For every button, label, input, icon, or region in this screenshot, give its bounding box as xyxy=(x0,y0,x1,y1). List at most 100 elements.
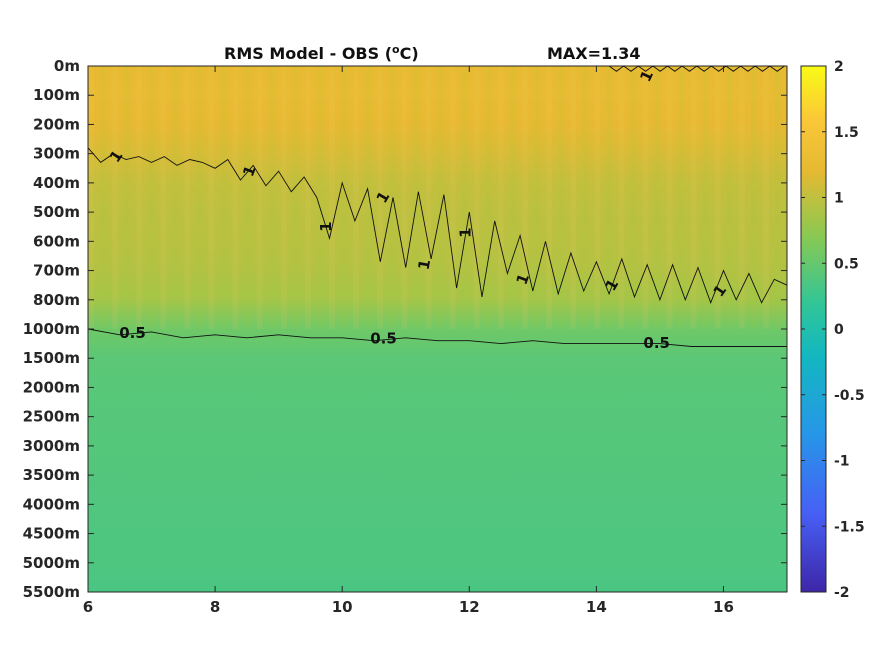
x-tick-label: 12 xyxy=(459,598,480,616)
heatmap-streak xyxy=(533,66,540,329)
y-tick-label: 0m xyxy=(54,57,80,75)
heatmap-streak xyxy=(774,66,781,329)
heatmap-streak xyxy=(160,66,167,329)
heatmap-streak xyxy=(244,66,251,329)
colorbar: 2 1.5 1 0.5 0 -0.5 -1 -1.5 -2 xyxy=(800,59,865,601)
heatmap-streak xyxy=(365,66,372,329)
heatmap-streak xyxy=(606,66,613,329)
y-tick-label: 3000m xyxy=(23,437,80,455)
colorbar-tick-label: -2 xyxy=(834,585,850,601)
heatmap-streak xyxy=(425,66,432,329)
y-tick-label: 2500m xyxy=(23,408,80,426)
chart-title-unit: C) xyxy=(400,44,419,63)
y-tick-label: 5500m xyxy=(23,583,80,601)
colorbar-tick-label: 0 xyxy=(834,322,844,338)
heatmap-streak xyxy=(642,66,649,329)
y-tick-label: 100m xyxy=(33,86,80,104)
heatmap-streak xyxy=(220,66,227,329)
heatmap-background xyxy=(88,66,787,592)
heatmap-streak xyxy=(521,66,528,329)
heatmap-streak xyxy=(389,66,396,329)
colorbar-tick-label: 0.5 xyxy=(834,256,859,272)
x-tick-label: 14 xyxy=(586,598,607,616)
colorbar-tick-label: -0.5 xyxy=(834,388,865,404)
colorbar-tick-label: -1 xyxy=(834,454,850,470)
heatmap-streak xyxy=(497,66,504,329)
x-tick-label: 8 xyxy=(210,598,220,616)
max-label: MAX=1.34 xyxy=(547,44,641,63)
heatmap-streak xyxy=(377,66,384,329)
heatmap-streak xyxy=(329,66,335,329)
heatmap-streak xyxy=(762,66,769,329)
x-axis: 6 8 10 12 14 16 xyxy=(83,66,734,616)
heatmap-streak xyxy=(256,66,263,329)
heatmap-streak xyxy=(449,66,456,329)
y-axis: 0m 100m 200m 300m 400m 500m 600m 700m 800m 1000m 1… xyxy=(23,57,787,601)
contour-label: 0.5 xyxy=(643,334,670,352)
y-tick-label: 500m xyxy=(33,203,80,221)
heatmap-streak xyxy=(232,66,239,329)
heatmap-streak xyxy=(485,66,492,329)
contour-label: 1 xyxy=(415,258,435,271)
colorbar-tick-label: 1.5 xyxy=(834,125,859,141)
heatmap-streak xyxy=(714,66,721,329)
chart-title: RMS Model - OBS (oC) xyxy=(224,43,419,63)
y-tick-label: 1500m xyxy=(23,349,80,367)
y-tick-label: 300m xyxy=(33,145,80,163)
heatmap-streak xyxy=(304,66,311,329)
y-tick-label: 800m xyxy=(33,291,80,309)
heatmap-streak xyxy=(570,66,577,329)
heatmap-streak xyxy=(184,66,191,329)
heatmap-streak xyxy=(280,66,287,329)
y-tick-label: 600m xyxy=(33,232,80,250)
heatmap-streak xyxy=(317,66,323,329)
heatmap-streak xyxy=(100,66,107,329)
heatmap-streak xyxy=(196,66,203,329)
heatmap-streak xyxy=(148,66,155,329)
heatmap-streak xyxy=(582,66,589,329)
heatmap-streak xyxy=(172,66,179,329)
heatmap-streak xyxy=(702,66,709,329)
y-tick-label: 2000m xyxy=(23,378,80,396)
colorbar-tick-label: -1.5 xyxy=(834,519,865,535)
heatmap-streak xyxy=(690,66,697,329)
contour-label: 0.5 xyxy=(370,330,397,348)
heatmap-streak xyxy=(678,66,685,329)
y-tick-label: 1000m xyxy=(23,320,80,338)
heatmap-streak xyxy=(473,66,480,329)
heatmap-streak xyxy=(341,66,348,329)
heatmap-stripes xyxy=(88,66,781,329)
colorbar-tick-label: 1 xyxy=(834,191,844,207)
heatmap-streak xyxy=(353,66,360,329)
heatmap-streak xyxy=(558,66,564,329)
x-tick-label: 10 xyxy=(332,598,353,616)
chart-title-sup: o xyxy=(392,43,400,56)
heatmap-streak xyxy=(738,66,745,329)
contour-label: 0.5 xyxy=(119,324,146,342)
y-tick-label: 5000m xyxy=(23,554,80,572)
x-tick-label: 6 xyxy=(83,598,93,616)
heatmap-streak xyxy=(292,66,299,329)
colorbar-ticks: 2 1.5 1 0.5 0 -0.5 -1 -1.5 -2 xyxy=(801,59,865,601)
heatmap-streak xyxy=(136,66,143,329)
y-tick-label: 3500m xyxy=(23,466,80,484)
heatmap-streak xyxy=(726,66,733,329)
heatmap-streak xyxy=(208,66,215,329)
heatmap-streak xyxy=(594,66,601,329)
heatmap-streak xyxy=(88,66,94,329)
contour-line-1 xyxy=(87,147,788,304)
heatmap-streak xyxy=(268,66,275,329)
y-tick-label: 4500m xyxy=(23,525,80,543)
heatmap-streak xyxy=(112,66,119,329)
colorbar-tick-label: 2 xyxy=(834,59,844,75)
chart-title-main: RMS Model - OBS ( xyxy=(224,44,392,63)
y-tick-label: 4000m xyxy=(23,495,80,513)
contour-label: 1 xyxy=(457,227,475,237)
heatmap-streak xyxy=(630,66,637,329)
heatmap-streak xyxy=(413,66,420,329)
contour-label: 1 xyxy=(317,221,335,231)
heatmap-streak xyxy=(437,66,444,329)
y-tick-label: 700m xyxy=(33,262,80,280)
